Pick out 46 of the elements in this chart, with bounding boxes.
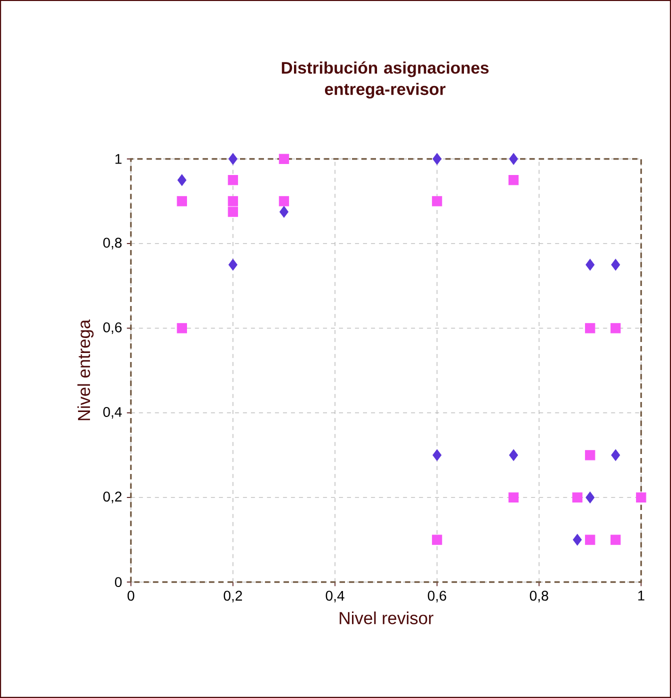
- point: [228, 196, 238, 206]
- point: [572, 534, 582, 546]
- x-tick-label: 0,8: [530, 590, 548, 602]
- point: [585, 450, 596, 460]
- y-tick-label: 0,8: [103, 238, 122, 250]
- point: [509, 449, 518, 462]
- point: [508, 492, 519, 503]
- point: [432, 196, 442, 206]
- point: [278, 154, 290, 164]
- point: [280, 206, 288, 218]
- x-tick-label: 0,2: [224, 590, 242, 602]
- point: [508, 175, 519, 186]
- x-tick-label: 0,4: [326, 590, 344, 602]
- point: [610, 534, 621, 545]
- point: [572, 492, 582, 503]
- point: [176, 323, 188, 334]
- y-tick-label: 0,6: [103, 322, 122, 334]
- y-tick-label: 0,2: [103, 492, 122, 504]
- y-axis-title: Nivel entrega: [77, 319, 94, 420]
- x-tick-label: 0,6: [428, 590, 446, 602]
- point: [432, 153, 442, 165]
- x-tick-label: 1: [638, 590, 644, 600]
- point: [611, 449, 620, 462]
- point: [432, 534, 442, 545]
- chart-title: Distribución asignaciones entrega-revisor: [282, 61, 489, 98]
- point: [228, 153, 238, 165]
- point: [610, 323, 621, 334]
- point: [636, 492, 646, 503]
- point: [586, 492, 595, 504]
- point: [611, 258, 620, 271]
- point: [228, 258, 238, 271]
- x-tick-label: 0: [128, 590, 134, 601]
- point: [585, 534, 596, 545]
- y-tick-label: 1: [115, 154, 122, 164]
- y-tick-label: 0,4: [103, 407, 122, 419]
- point: [228, 206, 238, 217]
- point: [585, 323, 596, 334]
- point: [176, 196, 188, 206]
- point: [228, 175, 238, 186]
- x-axis-title: Nivel revisor: [340, 612, 434, 624]
- point: [586, 258, 595, 271]
- point: [278, 196, 290, 206]
- point: [432, 449, 442, 462]
- point: [177, 174, 186, 186]
- y-tick-label: 0: [114, 577, 122, 588]
- point: [509, 153, 518, 165]
